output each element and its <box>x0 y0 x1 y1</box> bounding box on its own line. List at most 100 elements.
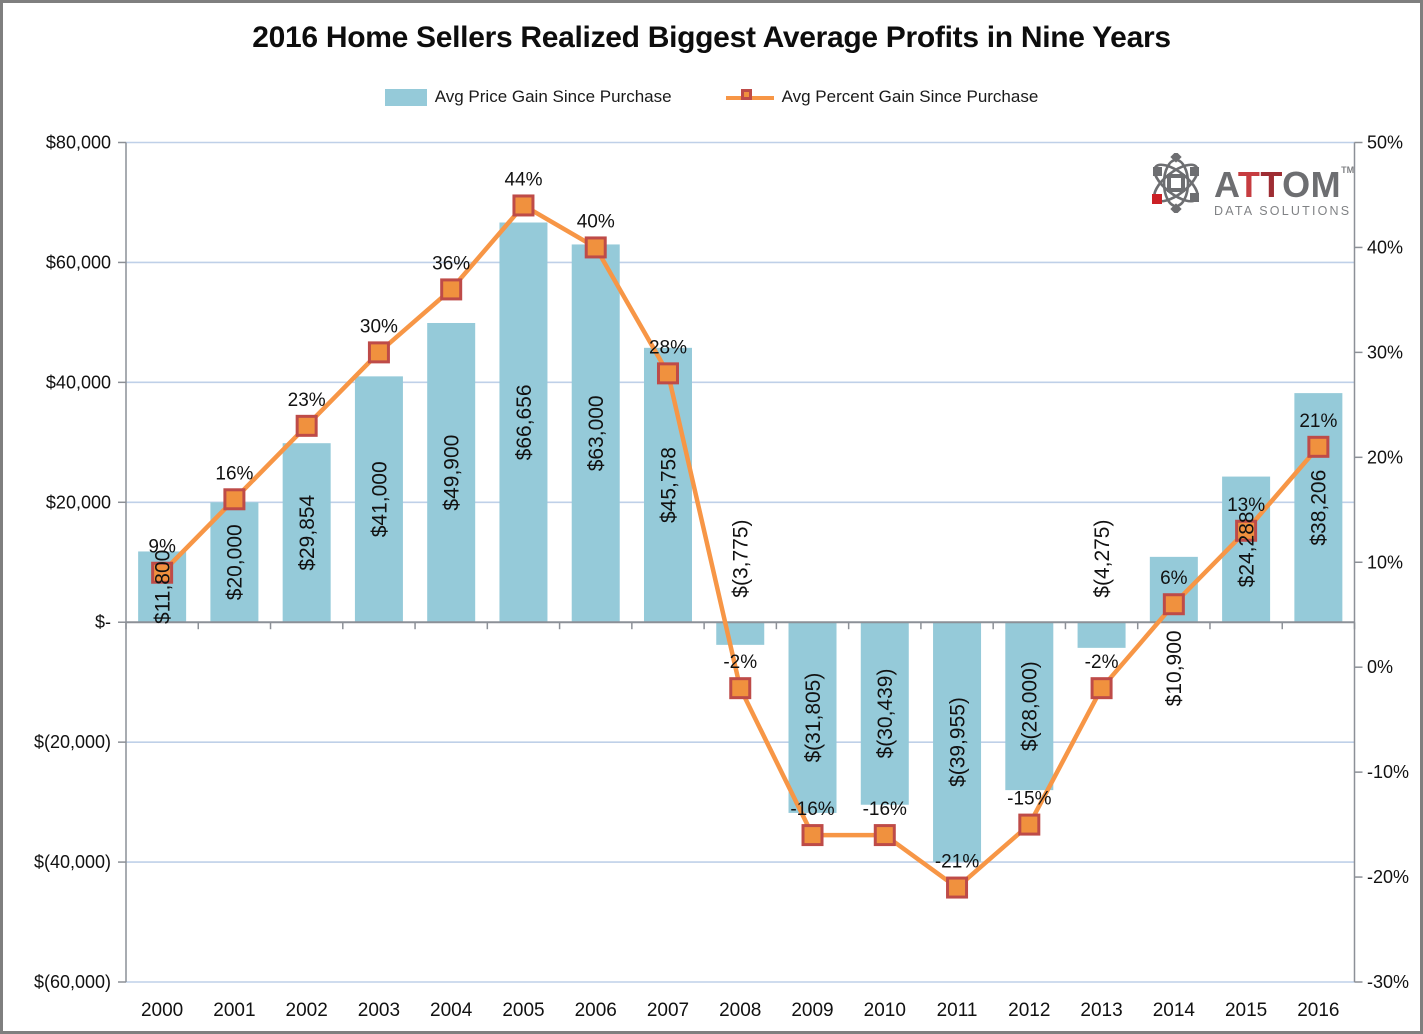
x-axis-year-label: 2011 <box>937 1000 978 1021</box>
percent-value-label: -16% <box>863 799 907 820</box>
percent-marker <box>873 824 896 847</box>
bar-value-label: $38,206 <box>1308 470 1331 546</box>
percent-marker <box>1018 813 1041 836</box>
bar <box>499 222 548 623</box>
bar-series-swatch <box>384 88 427 106</box>
percent-marker <box>1090 677 1113 700</box>
left-axis-tick-label: $(20,000) <box>34 732 111 752</box>
right-axis-tick-label: 30% <box>1367 342 1403 362</box>
percent-value-label: 30% <box>360 316 398 337</box>
bar <box>716 622 765 645</box>
left-axis-tick-label: $80,000 <box>46 133 111 153</box>
legend-item-price-gain: Avg Price Gain Since Purchase <box>384 87 672 107</box>
percent-value-label: -2% <box>1085 652 1119 673</box>
right-axis-tick-label: 20% <box>1367 447 1403 467</box>
bar-value-label: $11,800 <box>151 550 174 624</box>
percent-marker <box>729 677 752 700</box>
right-axis-tick-label: 40% <box>1367 237 1403 257</box>
trademark-symbol: TM <box>1341 165 1355 175</box>
legend-label-percent-gain: Avg Percent Gain Since Purchase <box>781 87 1039 106</box>
x-axis-year-label: 2006 <box>575 1000 617 1021</box>
percent-marker <box>295 414 318 437</box>
x-axis-year-label: 2000 <box>141 1000 183 1021</box>
right-axis-tick-label: -30% <box>1367 972 1409 992</box>
percent-value-label: 28% <box>649 337 687 358</box>
bar <box>788 622 837 813</box>
bar <box>210 502 259 623</box>
percent-marker <box>1235 519 1258 542</box>
percent-value-label: 13% <box>1227 495 1265 516</box>
left-axis-tick-label: $40,000 <box>46 372 111 392</box>
attom-wordmark: ATTOMTM <box>1214 153 1355 205</box>
left-axis-tick-label: $60,000 <box>46 252 111 272</box>
bar <box>1077 622 1126 648</box>
bar-value-label: $(3,775) <box>730 520 753 598</box>
combo-chart-plot: $80,000 $60,000 $40,000 $20,000 $- $(20,000) $… <box>34 133 1409 1022</box>
bar <box>427 322 476 623</box>
x-axis-year-label: 2002 <box>286 1000 328 1021</box>
x-axis-year-label: 2010 <box>864 1000 906 1021</box>
chart-title: 2016 Home Sellers Realized Biggest Avera… <box>252 21 1171 54</box>
bar-value-label: $(28,000) <box>1019 661 1042 751</box>
percent-value-label: 23% <box>288 390 326 411</box>
bar <box>933 622 982 862</box>
bar-value-label: $49,900 <box>441 435 464 511</box>
bar-value-label: $10,900 <box>1163 630 1186 706</box>
x-axis-year-label: 2013 <box>1080 1000 1122 1021</box>
attom-logo: ATTOMTM DATA SOLUTIONS <box>1147 153 1354 218</box>
bar-value-label: $(31,805) <box>802 673 825 763</box>
right-axis-tick-label: 0% <box>1367 657 1393 677</box>
percent-marker <box>584 236 607 259</box>
attom-letter-t2: T <box>1260 164 1283 205</box>
percent-value-label: -21% <box>935 852 979 873</box>
bar <box>354 376 403 623</box>
percent-marker <box>1307 435 1330 458</box>
bar-value-label: $66,656 <box>513 384 536 460</box>
x-axis-year-label: 2015 <box>1225 1000 1267 1021</box>
percent-value-label: 6% <box>1160 568 1188 589</box>
left-axis-tick-label: $20,000 <box>46 492 111 512</box>
percent-marker <box>151 561 174 584</box>
right-axis-tick-label: 10% <box>1367 552 1403 572</box>
right-axis-tick-label: -20% <box>1367 867 1409 887</box>
x-axis-year-label: 2009 <box>791 1000 833 1021</box>
x-axis-year-label: 2014 <box>1153 1000 1196 1021</box>
chart-legend: Avg Price Gain Since Purchase Avg Percen… <box>3 87 1420 107</box>
legend-label-price-gain: Avg Price Gain Since Purchase <box>434 87 672 106</box>
bar-value-label: $(4,275) <box>1091 520 1114 598</box>
attom-letter-a: A <box>1214 164 1238 205</box>
bar <box>1005 622 1054 791</box>
line-series-swatch <box>725 88 774 107</box>
percent-value-label: 9% <box>148 537 176 558</box>
x-axis-year-label: 2007 <box>647 1000 689 1021</box>
bar-value-label: $(39,955) <box>946 697 969 787</box>
x-axis-year-label: 2016 <box>1297 1000 1339 1021</box>
x-axis-year-label: 2008 <box>719 1000 761 1021</box>
percent-marker <box>512 194 535 217</box>
bar <box>1294 393 1343 623</box>
percent-marker <box>367 341 390 364</box>
x-axis-year-label: 2004 <box>430 1000 473 1021</box>
percent-value-label: 44% <box>504 169 542 190</box>
attom-logo-subtitle: DATA SOLUTIONS <box>1214 204 1352 218</box>
bar-value-label: $45,758 <box>657 447 680 523</box>
percent-value-label: 40% <box>577 211 615 232</box>
left-axis-tick-label: $(40,000) <box>34 852 111 872</box>
percent-value-label: 16% <box>215 463 253 484</box>
percent-marker <box>946 876 969 899</box>
attom-atom-icon <box>1152 153 1199 213</box>
x-axis-year-label: 2005 <box>502 1000 544 1021</box>
percent-marker <box>1162 593 1185 616</box>
right-axis-tick-label: 50% <box>1367 133 1403 153</box>
percent-value-label: 21% <box>1299 411 1337 432</box>
percent-value-label: -15% <box>1007 789 1051 810</box>
bar-value-label: $20,000 <box>224 524 247 600</box>
bar-value-label: $24,288 <box>1235 511 1258 587</box>
bar <box>282 443 331 623</box>
percent-value-label: -16% <box>790 799 834 820</box>
percent-value-label: -2% <box>723 652 757 673</box>
bar <box>571 244 620 623</box>
percent-marker <box>801 824 824 847</box>
bar-value-label: $41,000 <box>368 461 391 537</box>
